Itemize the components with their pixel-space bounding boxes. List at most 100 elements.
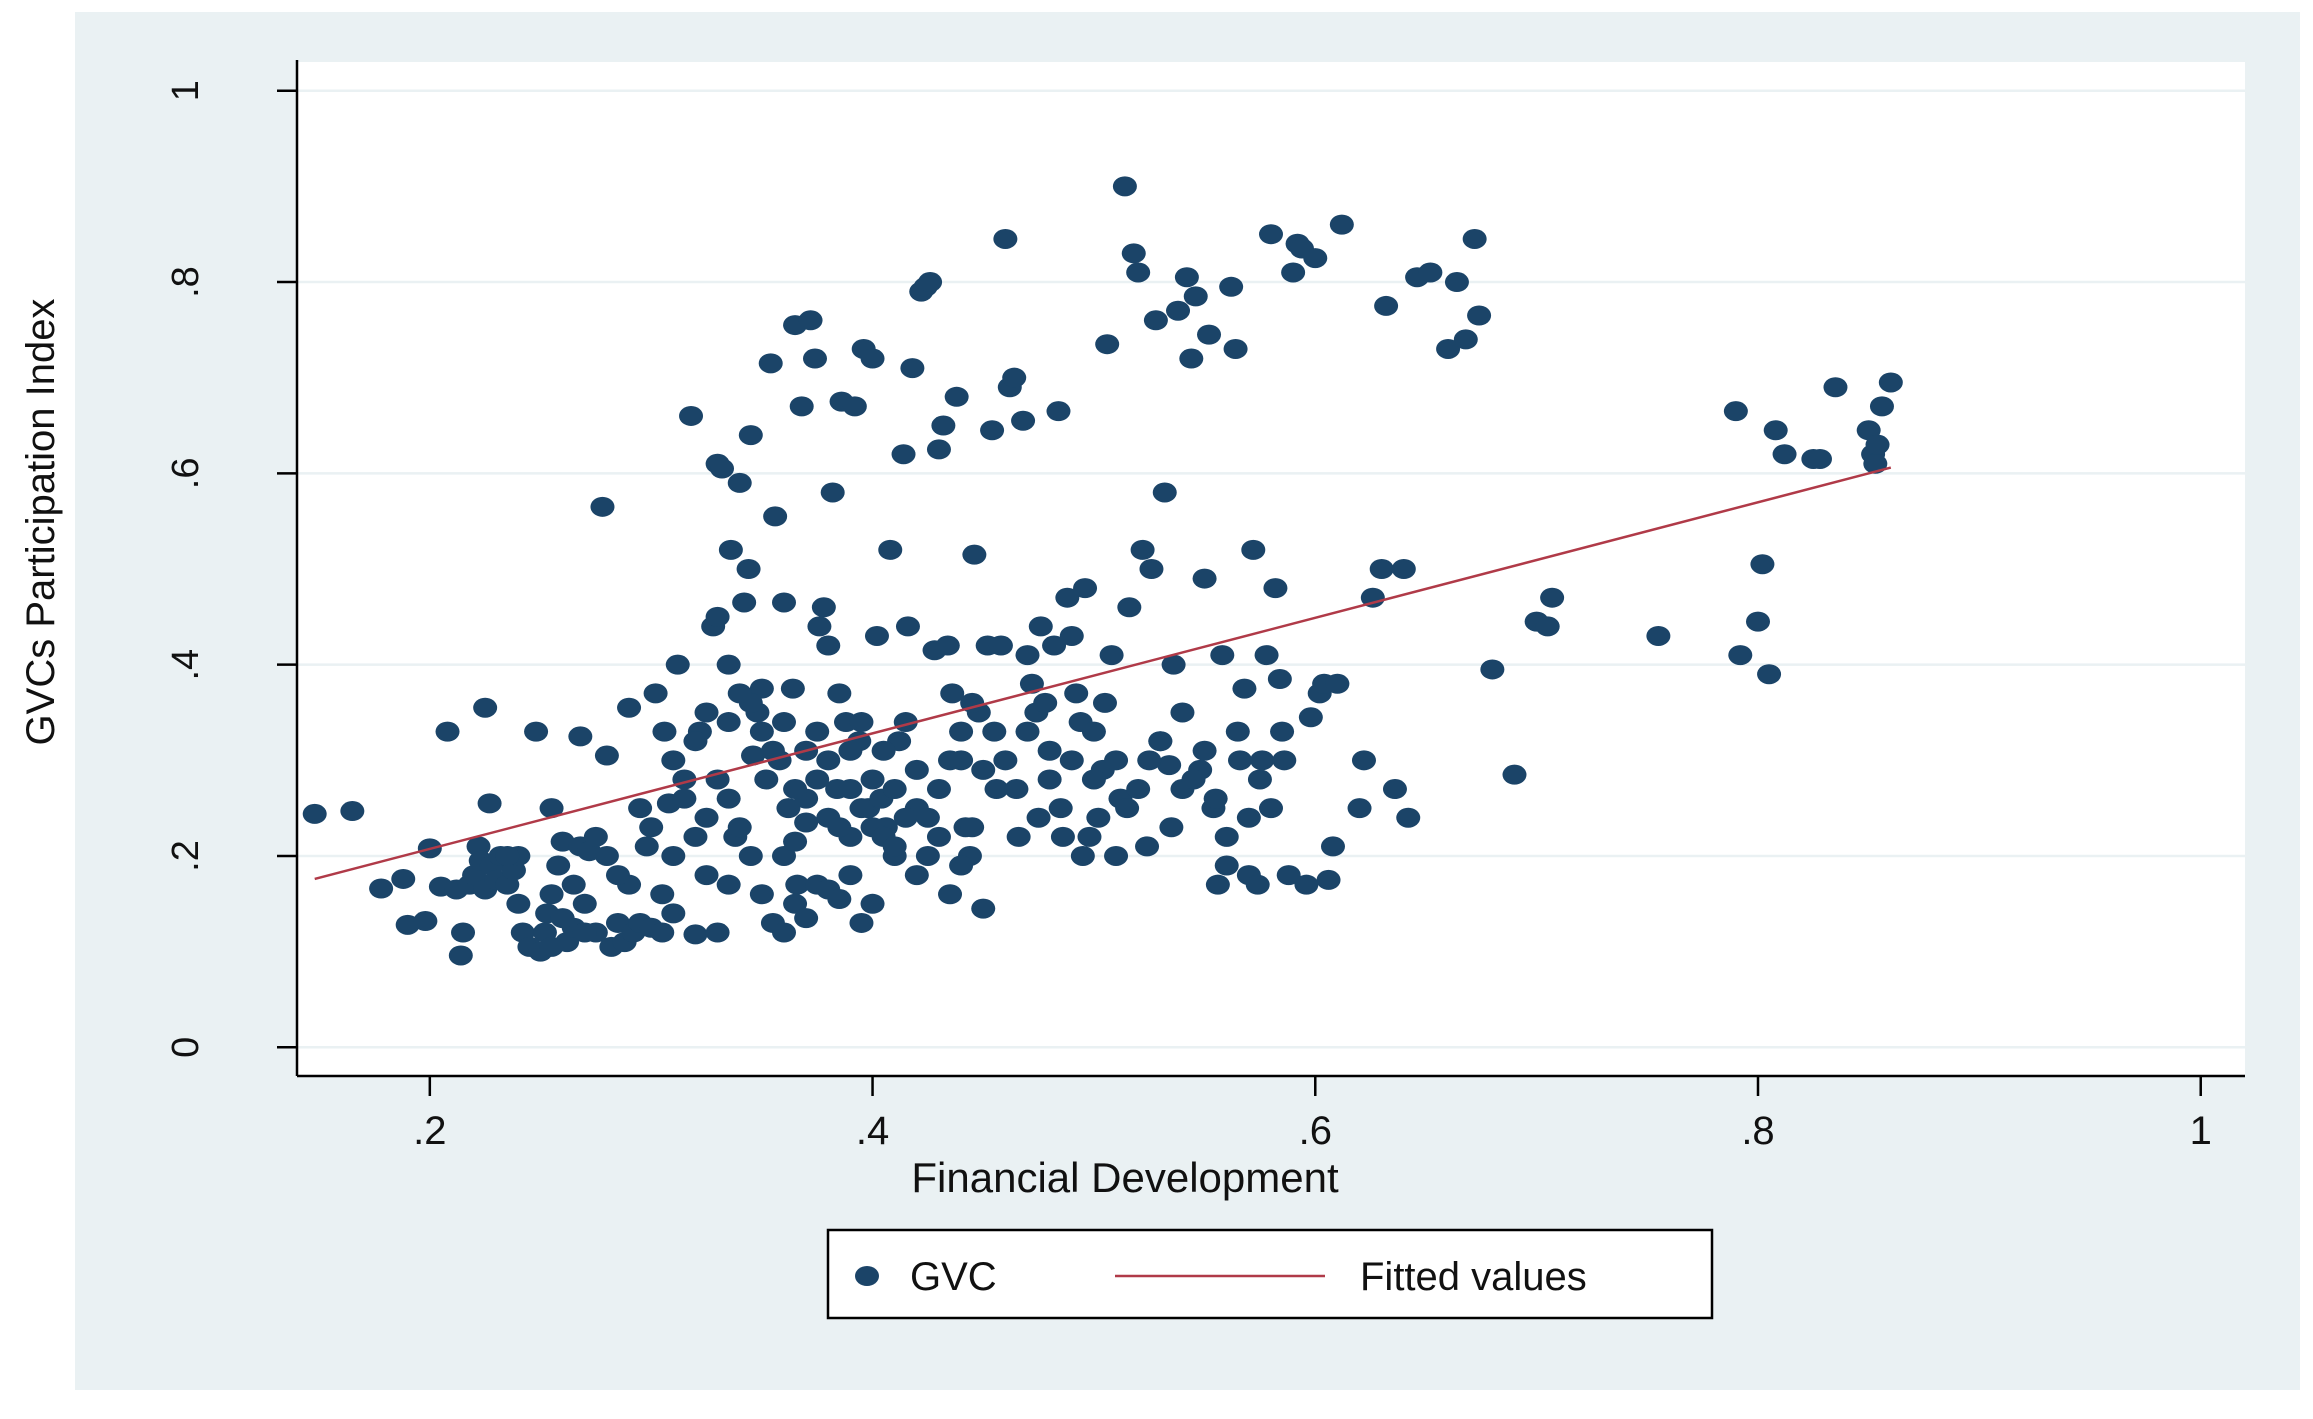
data-point-165 [1143,310,1168,331]
legend-box [826,1228,1714,1320]
data-point-167 [1152,482,1177,503]
data-point-124 [962,544,987,565]
data-point-177 [1197,324,1222,345]
data-point-228 [1646,625,1671,646]
data-point-278 [661,750,686,771]
data-point-318 [1259,798,1283,819]
data-point-308 [1148,731,1173,752]
data-point-303 [1092,692,1117,713]
data-point-181 [1214,826,1239,847]
data-point-245 [772,845,796,866]
data-point-170 [1166,300,1191,321]
data-point-331 [904,759,929,780]
data-point-142 [1042,635,1067,656]
data-point-185 [1232,678,1257,699]
data-point-3 [391,868,416,889]
data-point-158 [1112,176,1137,197]
data-point-137 [1019,673,1044,694]
data-point-163 [1135,836,1160,857]
data-point-131 [993,228,1018,249]
legend-label-gvc: GVC [910,1255,997,1299]
data-point-11 [451,922,476,943]
data-point-143 [1046,401,1071,422]
data-point-191 [1259,224,1283,245]
data-point-189 [1250,750,1275,771]
data-point-317 [1247,769,1272,790]
data-point-92 [820,482,845,503]
data-point-134 [1006,826,1031,847]
data-point-84 [785,874,810,895]
data-point-344 [760,740,785,761]
data-point-233 [1757,664,1782,685]
data-point-101 [860,348,885,369]
data-point-133 [1002,367,1027,388]
data-point-88 [802,348,827,369]
data-point-325 [971,759,996,780]
data-point-335 [860,769,885,790]
data-point-257 [904,865,929,886]
data-point-195 [1276,865,1301,886]
gridlines [297,89,2245,1049]
data-point-118 [935,635,960,656]
data-point-210 [1360,587,1385,608]
data-point-135 [1011,410,1036,431]
data-point-187 [1241,539,1266,560]
data-point-149 [1073,578,1098,599]
data-point-47 [617,697,642,718]
data-point-217 [1418,262,1443,283]
data-point-116 [926,439,951,460]
data-point-1 [340,801,365,822]
data-point-67 [718,539,743,560]
data-point-109 [895,616,920,637]
data-point-145 [1055,587,1080,608]
data-point-146 [1059,625,1084,646]
data-point-72 [738,425,763,446]
data-point-322 [1015,721,1040,742]
data-point-270 [783,893,808,914]
data-point-207 [1329,214,1354,235]
data-point-117 [931,415,956,436]
data-point-110 [900,358,925,379]
data-point-320 [993,750,1018,771]
data-point-264 [716,788,741,809]
data-point-193 [1267,669,1292,690]
data-point-235 [1772,444,1797,465]
data-point-179 [1205,874,1230,895]
data-point-8 [435,721,460,742]
data-point-283 [716,874,741,895]
data-point-208 [1347,798,1372,819]
data-point-238 [1823,377,1848,398]
data-point-271 [794,908,819,929]
data-point-256 [893,807,918,828]
data-point-340 [805,721,830,742]
data-point-102 [864,625,889,646]
data-point-108 [891,444,916,465]
data-point-164 [1139,559,1164,579]
data-point-172 [1174,267,1199,288]
data-point-329 [926,779,951,800]
data-point-222 [1467,305,1492,326]
data-point-204 [1316,869,1341,890]
data-point-196 [1281,262,1306,283]
data-point-77 [758,353,783,374]
data-point-128 [980,420,1005,441]
data-point-316 [1236,807,1261,828]
data-point-70 [732,592,757,613]
data-point-314 [1214,855,1239,876]
data-point-75 [749,678,774,699]
data-point-147 [1064,683,1089,704]
data-point-336 [849,712,874,733]
data-point-212 [1374,295,1399,316]
data-point-221 [1462,228,1487,249]
data-point-334 [871,740,896,761]
data-point-85 [789,396,814,417]
data-point-0 [302,803,327,824]
data-point-310 [1170,702,1195,723]
data-point-250 [827,817,852,838]
data-point-339 [816,635,841,656]
data-point-244 [1878,372,1903,393]
data-point-154 [1095,334,1120,355]
data-point-294 [539,936,564,957]
data-point-243 [1869,396,1894,417]
